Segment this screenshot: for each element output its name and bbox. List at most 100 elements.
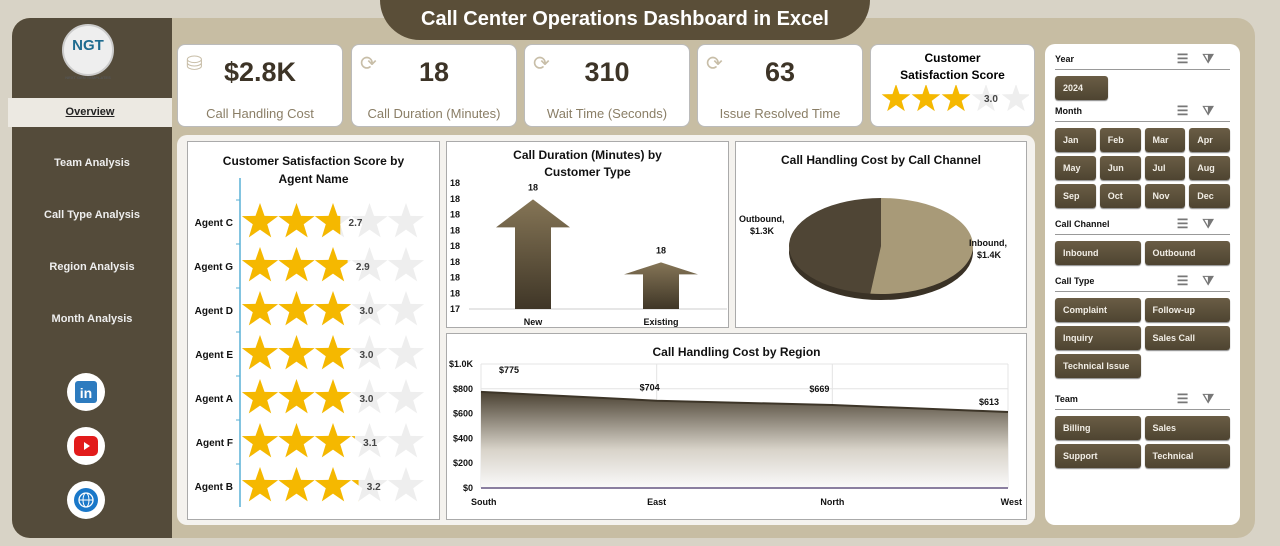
nav-item-region-analysis[interactable]: Region Analysis (49, 261, 135, 273)
star-empty-icon (387, 291, 425, 326)
star-empty-icon (1001, 85, 1029, 112)
globe-button[interactable] (67, 481, 105, 519)
category-label: Agent D (195, 306, 233, 317)
csat-stars: 3.0 (881, 85, 1029, 112)
star-icon (881, 85, 911, 112)
data-label: 18 (656, 245, 666, 255)
category-label: Agent F (196, 438, 233, 449)
clear-filter-icon[interactable]: ⧩ (1202, 216, 1228, 231)
slicer-item[interactable]: Support (1055, 444, 1141, 468)
refresh-clock-icon: ⟳ (533, 53, 550, 75)
csat-card: Customer Satisfaction Score 3.0 (870, 44, 1035, 127)
star-icon (278, 247, 315, 282)
clear-filter-icon[interactable]: ⧩ (1202, 103, 1228, 118)
clear-filter-icon[interactable]: ⧩ (1202, 391, 1228, 406)
star-icon (241, 203, 279, 238)
pie-slice (870, 198, 973, 294)
star-icon (351, 479, 359, 502)
slicer-item[interactable]: Nov (1144, 184, 1186, 208)
data-label: 3.0 (360, 394, 374, 405)
slicer-item[interactable]: Inquiry (1055, 326, 1141, 350)
pie-slice (788, 198, 881, 294)
star-icon (241, 379, 279, 414)
kpi-card: ⟳ 310 Wait Time (Seconds) (524, 44, 690, 127)
star-empty-icon (387, 423, 425, 458)
clear-filter-icon[interactable]: ⧩ (1202, 51, 1228, 66)
slicer-title: Year (1055, 54, 1075, 64)
slicer-item[interactable]: Oct (1099, 184, 1141, 208)
slicer-item[interactable]: Follow-up (1144, 298, 1230, 322)
multi-select-icon[interactable]: ☰ (1176, 391, 1203, 406)
slicer-item[interactable]: Jun (1099, 156, 1141, 180)
slicer-item[interactable]: Aug (1189, 156, 1230, 180)
y-tick-label: 18 (450, 241, 460, 251)
multi-select-icon[interactable]: ☰ (1176, 51, 1203, 66)
linkedin-icon: in (75, 381, 97, 403)
category-label: New (524, 317, 544, 327)
star-icon (314, 379, 352, 414)
csat-star-rating (881, 85, 1029, 112)
star-icon (314, 467, 352, 502)
slicer-item[interactable]: Sep (1055, 184, 1096, 208)
nav-item-overview[interactable]: Overview (8, 98, 172, 127)
pie-value-label: $1.4K (977, 250, 1002, 260)
linkedin-button[interactable]: in (67, 373, 105, 411)
category-label: Agent C (195, 218, 233, 229)
data-label: $704 (640, 383, 660, 393)
nav-item-team-analysis[interactable]: Team Analysis (54, 157, 130, 169)
globe-icon (73, 487, 99, 513)
slicer-item[interactable]: Billing (1055, 416, 1141, 440)
clear-filter-icon[interactable]: ⧩ (1202, 273, 1228, 288)
slicer-item[interactable]: Complaint (1055, 298, 1141, 322)
slicer-header-call-channel: Call Channel ☰⧩ (1055, 216, 1230, 235)
youtube-button[interactable] (67, 427, 105, 465)
slicer-item[interactable]: May (1055, 156, 1096, 180)
star-icon (278, 467, 315, 502)
star-bar (241, 423, 425, 458)
slicer-item[interactable]: Feb (1099, 128, 1141, 152)
kpi-card: ⛁ $2.8K Call Handling Cost (177, 44, 343, 127)
slicer-item[interactable]: Dec (1189, 184, 1230, 208)
y-tick-label: $600 (453, 409, 473, 419)
slicer-header-month: Month ☰⧩ (1055, 103, 1230, 122)
slicer-item[interactable]: Apr (1189, 128, 1230, 152)
region-chart: Call Handling Cost by Region $0 $200 $400 $… (446, 333, 1027, 520)
data-label: $613 (979, 397, 999, 407)
slicer-item[interactable]: Mar (1144, 128, 1186, 152)
star-icon (278, 203, 315, 238)
slicer-item[interactable]: Inbound (1055, 241, 1141, 265)
slicer-item[interactable]: Sales Call (1144, 326, 1230, 350)
star-icon (241, 247, 279, 282)
multi-select-icon[interactable]: ☰ (1176, 103, 1203, 118)
kpi-value: 310 (584, 57, 630, 87)
slicer-item[interactable]: Technical Issue (1055, 354, 1141, 378)
multi-select-icon[interactable]: ☰ (1176, 216, 1203, 231)
slicer-item[interactable]: Outbound (1144, 241, 1230, 265)
y-tick-label: 18 (450, 194, 460, 204)
category-label: Existing (643, 317, 678, 327)
slicer-item[interactable]: Sales (1144, 416, 1230, 440)
y-tick-label: 18 (450, 257, 460, 267)
nav-item-call-type-analysis[interactable]: Call Type Analysis (44, 209, 140, 221)
slicer-item[interactable]: Jul (1144, 156, 1186, 180)
multi-select-icon[interactable]: ☰ (1176, 273, 1203, 288)
star-icon (314, 335, 352, 370)
star-empty-icon (351, 247, 388, 282)
slicer-title: Call Channel (1055, 219, 1110, 229)
kpi-label: Wait Time (Seconds) (546, 106, 668, 121)
star-icon (941, 85, 971, 112)
category-label: South (471, 497, 497, 507)
y-tick-label: $1.0K (449, 359, 474, 369)
nav-item-month-analysis[interactable]: Month Analysis (51, 313, 133, 325)
category-label: Agent G (194, 262, 233, 273)
chart-title: Call Duration (Minutes) by Customer Type (513, 148, 662, 179)
star-empty-icon (387, 203, 425, 238)
slicer-item[interactable]: 2024 (1055, 76, 1108, 100)
slicer-header-team: Team ☰⧩ (1055, 391, 1230, 410)
slicer-item[interactable]: Jan (1055, 128, 1096, 152)
slicer-item[interactable]: Technical (1144, 444, 1230, 468)
y-tick-label: 18 (450, 288, 460, 298)
category-label: East (647, 497, 666, 507)
chart-title: Call Handling Cost by Region (652, 345, 821, 359)
refresh-clock-icon: ⟳ (360, 53, 377, 75)
